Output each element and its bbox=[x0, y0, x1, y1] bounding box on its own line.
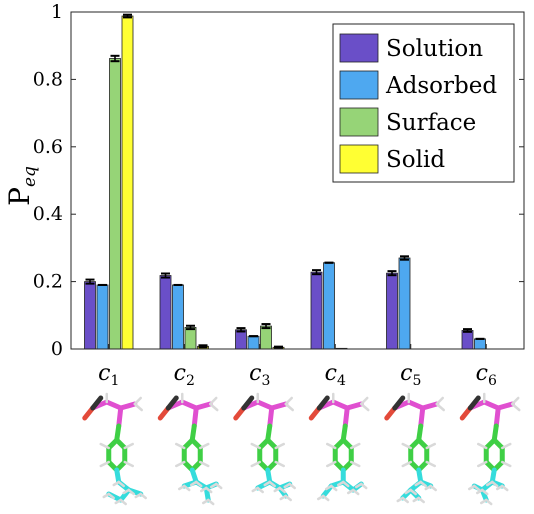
error-bar-solid-1 bbox=[123, 13, 132, 19]
bar-solution-2 bbox=[159, 275, 172, 350]
legend-swatch-adsorbed bbox=[339, 70, 379, 100]
bar-surface-1 bbox=[109, 58, 121, 350]
error-bar-solid-3 bbox=[274, 345, 283, 349]
legend-swatch-solution bbox=[339, 33, 379, 63]
legend: Solution Adsorbed Surface Solid bbox=[332, 23, 515, 183]
y-tick-label: 0 bbox=[51, 338, 63, 360]
bar-surface-2 bbox=[184, 327, 197, 350]
x-axis-category-labels: c1 c2 c3 c4 c5 c6 bbox=[98, 344, 497, 389]
y-axis-label-base: P bbox=[3, 187, 36, 206]
bar-solution-1 bbox=[84, 281, 96, 350]
y-axis-label-subscript: eq bbox=[20, 166, 40, 187]
bar-adsorbed-1 bbox=[96, 284, 109, 350]
x-category-label-1: c1 bbox=[98, 361, 119, 389]
bar-surface-3 bbox=[260, 325, 272, 350]
legend-label-solution: Solution bbox=[386, 36, 483, 62]
legend-label-adsorbed: Adsorbed bbox=[385, 73, 497, 99]
error-bar-solution-2 bbox=[161, 272, 170, 279]
bar-solution-6 bbox=[461, 330, 474, 350]
y-tick-label: 1 bbox=[51, 1, 63, 23]
molecule-c6-icon bbox=[459, 392, 521, 506]
error-bar-solution-1 bbox=[85, 278, 95, 285]
molecule-structures bbox=[82, 392, 521, 506]
error-bar-solution-3 bbox=[236, 327, 246, 333]
x-category-label-2: c2 bbox=[174, 361, 195, 389]
legend-swatch-solid bbox=[339, 144, 379, 174]
error-bar-surface-1 bbox=[110, 54, 120, 63]
y-tick-label: 0.4 bbox=[33, 203, 63, 225]
x-category-label-4: c4 bbox=[325, 361, 346, 389]
plot-area-frame bbox=[70, 11, 525, 350]
x-category-label-5: c5 bbox=[400, 361, 421, 389]
molecule-c2-icon bbox=[157, 392, 223, 506]
error-bar-solution-5 bbox=[387, 270, 397, 277]
error-bar-solution-6 bbox=[463, 328, 472, 333]
y-axis-label: Peq bbox=[3, 166, 40, 206]
x-category-label-6: c6 bbox=[476, 361, 497, 389]
y-axis-ticks: 0 0.2 0.4 0.6 0.8 1 bbox=[33, 1, 524, 360]
error-bar-surface-2 bbox=[186, 324, 195, 331]
molecule-c1-icon bbox=[82, 392, 147, 506]
bar-solution-3 bbox=[235, 329, 247, 350]
molecule-c4-icon bbox=[308, 392, 370, 502]
error-bar-adsorbed-5 bbox=[400, 255, 409, 261]
error-bar-solid-2 bbox=[198, 344, 208, 349]
bar-solution-4 bbox=[310, 271, 323, 350]
bar-adsorbed-5 bbox=[398, 257, 411, 350]
bar-adsorbed-3 bbox=[247, 335, 260, 350]
y-tick-label: 0.2 bbox=[33, 271, 63, 293]
bar-adsorbed-6 bbox=[474, 338, 486, 350]
y-tick-label: 0.6 bbox=[33, 136, 63, 158]
legend-label-solid: Solid bbox=[386, 147, 445, 173]
bar-adsorbed-2 bbox=[172, 284, 184, 350]
error-bar-surface-3 bbox=[261, 323, 271, 330]
y-tick-label: 0.8 bbox=[33, 68, 63, 90]
x-category-label-3: c3 bbox=[249, 361, 270, 389]
molecule-c5-icon bbox=[384, 392, 445, 504]
error-bars bbox=[85, 13, 485, 349]
legend-swatch-surface bbox=[339, 107, 379, 137]
legend-label-surface: Surface bbox=[386, 110, 476, 136]
bar-solid-1 bbox=[121, 15, 134, 350]
error-bar-solution-4 bbox=[312, 269, 321, 276]
bar-adsorbed-4 bbox=[323, 262, 335, 350]
molecule-c3-icon bbox=[233, 392, 296, 502]
bar-solution-5 bbox=[386, 272, 398, 350]
